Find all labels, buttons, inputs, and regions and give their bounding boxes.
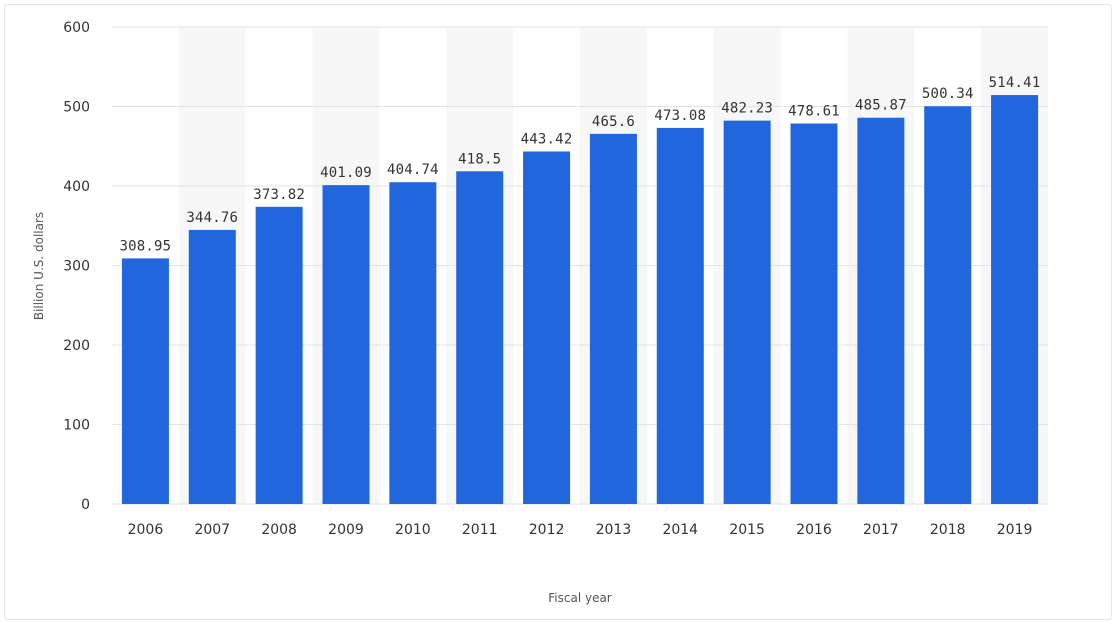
bar[interactable]	[924, 106, 972, 504]
y-tick-label: 500	[63, 100, 90, 116]
bar-value-label: 514.41	[989, 75, 1041, 91]
x-tick-label: 2008	[261, 522, 297, 538]
bar[interactable]	[723, 120, 771, 505]
bar[interactable]	[523, 151, 571, 505]
bar-value-label: 482.23	[721, 101, 773, 117]
y-tick-label: 100	[63, 418, 90, 434]
bar-value-label: 478.61	[788, 104, 840, 120]
bar[interactable]	[389, 182, 437, 505]
bar-value-label: 344.76	[186, 210, 238, 226]
bar-value-label: 485.87	[855, 98, 907, 114]
x-tick-label: 2012	[529, 522, 565, 538]
y-tick-label: 200	[63, 338, 90, 354]
bar[interactable]	[656, 127, 704, 504]
bar-value-label: 401.09	[320, 165, 372, 181]
x-tick-label: 2018	[930, 522, 966, 538]
x-tick-label: 2013	[596, 522, 632, 538]
x-tick-label: 2015	[729, 522, 765, 538]
bar-value-label: 500.34	[922, 86, 974, 102]
x-tick-label: 2011	[462, 522, 498, 538]
bar[interactable]	[857, 117, 905, 505]
bar[interactable]	[790, 123, 838, 504]
y-axis-tick-labels: 0 100 200 300 400 500 600	[63, 20, 90, 513]
x-tick-label: 2017	[863, 522, 899, 538]
x-axis-tick-labels: 2006 2007 2008 2009 2010 2011 2012 2013 2014 2015…	[128, 522, 1033, 538]
bar[interactable]	[456, 171, 504, 505]
x-tick-label: 2019	[997, 522, 1033, 538]
x-tick-label: 2009	[328, 522, 364, 538]
y-axis-title: Billion U.S. dollars	[32, 212, 46, 320]
y-tick-label: 400	[63, 179, 90, 195]
y-tick-label: 300	[63, 259, 90, 275]
bars	[121, 95, 1039, 505]
x-axis-title: Fiscal year	[548, 591, 612, 605]
bar[interactable]	[589, 133, 637, 504]
bar-value-label: 473.08	[654, 108, 706, 124]
bar[interactable]	[322, 185, 370, 504]
y-tick-label: 600	[63, 20, 90, 36]
x-tick-label: 2007	[194, 522, 230, 538]
y-tick-label: 0	[81, 497, 90, 513]
bar-value-label: 418.5	[458, 151, 501, 167]
bar-value-label: 404.74	[387, 162, 439, 178]
x-tick-label: 2006	[128, 522, 164, 538]
bar-value-label: 308.95	[120, 238, 172, 254]
bar[interactable]	[991, 95, 1039, 504]
bar[interactable]	[121, 258, 169, 504]
bar-value-label: 373.82	[253, 187, 305, 203]
bar-value-label: 443.42	[521, 131, 573, 147]
bar[interactable]	[255, 206, 303, 504]
x-tick-label: 2016	[796, 522, 832, 538]
bar-value-labels: 308.95 344.76 373.82 401.09 404.74 418.5 443.4…	[120, 75, 1041, 254]
x-tick-label: 2014	[662, 522, 698, 538]
bar-value-label: 465.6	[592, 114, 635, 130]
x-tick-label: 2010	[395, 522, 431, 538]
bar[interactable]	[188, 229, 236, 504]
